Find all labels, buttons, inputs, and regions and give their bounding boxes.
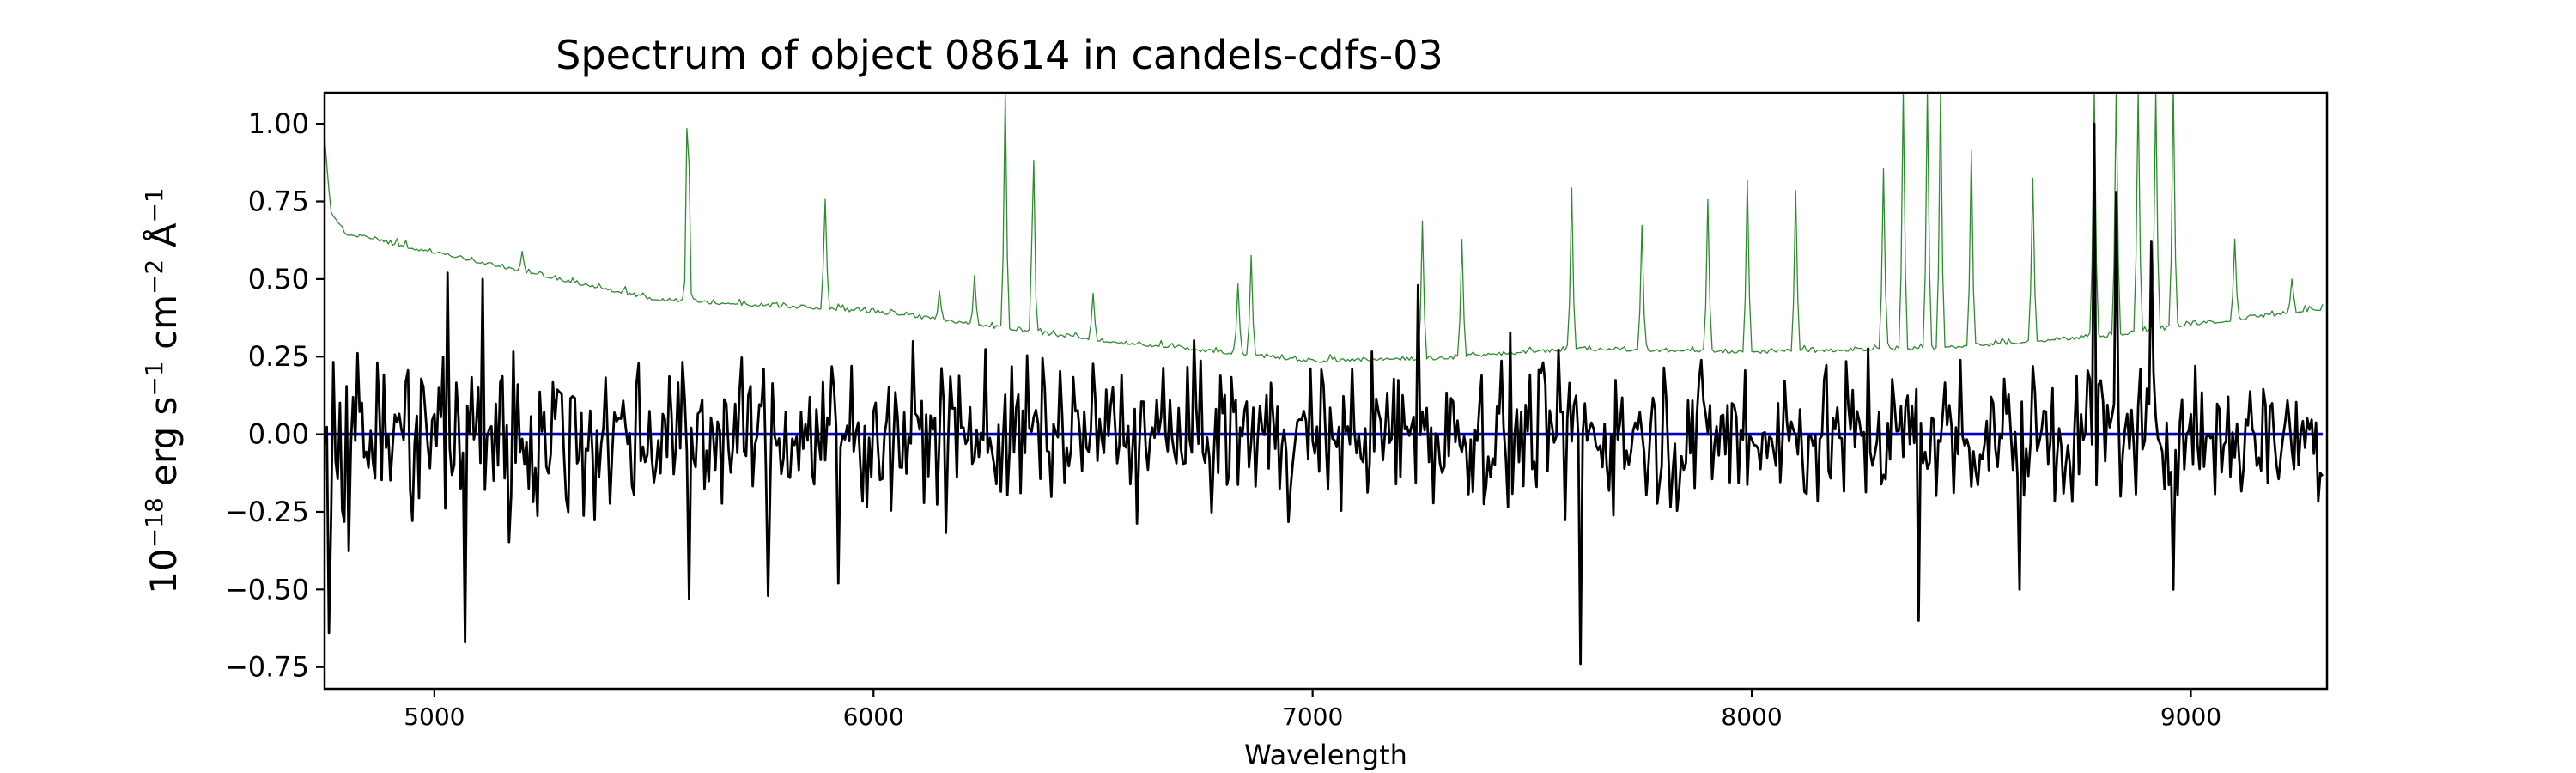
y-tick-label: −0.50: [225, 573, 309, 606]
y-tick-label: 0.25: [248, 340, 309, 373]
y-tick-label: 0.50: [248, 263, 309, 295]
x-tick-label: 7000: [1282, 703, 1343, 731]
x-tick-label: 6000: [843, 703, 904, 731]
chart-title: Spectrum of object 08614 in candels-cdfs…: [556, 32, 1443, 78]
x-axis-label: Wavelength: [1244, 739, 1407, 771]
y-tick-label: 0.75: [248, 186, 309, 218]
x-axis: 5000 6000 7000 8000 9000: [404, 689, 2221, 731]
x-tick-label: 9000: [2160, 703, 2221, 731]
x-tick-label: 8000: [1721, 703, 1782, 731]
y-tick-label: −0.25: [225, 496, 309, 528]
x-tick-label: 5000: [404, 703, 465, 731]
plot-frame: [323, 91, 2329, 691]
y-tick-label: 1.00: [248, 107, 309, 140]
y-tick-label: −0.75: [225, 651, 309, 684]
series-layer: [325, 93, 2324, 666]
y-tick-label: 0.00: [248, 418, 309, 451]
y-axis-label: 10−18 erg s−1 cm−2 Å−1: [140, 187, 185, 593]
noise-series-line: [325, 93, 2324, 363]
y-axis: −0.75 −0.50 −0.25 0.00 0.25 0.50 0.75 1.00: [225, 107, 325, 684]
flux-series-line: [325, 122, 2324, 666]
